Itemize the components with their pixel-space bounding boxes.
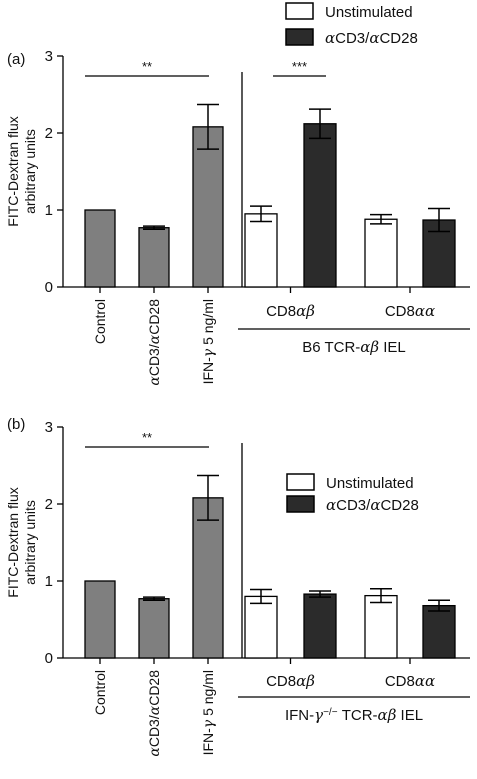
x-tick-label: CD8αβ (266, 302, 315, 320)
x-tick-label: CD8αα (385, 672, 435, 690)
legend-swatch (285, 2, 314, 20)
y-tick-label: 3 (45, 419, 53, 436)
y-tick-label: 0 (45, 650, 53, 667)
legend-swatch (286, 473, 315, 491)
y-tick-label: 3 (45, 48, 53, 65)
y-tick-label: 0 (45, 279, 53, 296)
bar (364, 218, 398, 288)
y-tick-label: 2 (45, 496, 53, 513)
y-tick-label: 2 (45, 125, 53, 142)
group-label: IFN-γ−/− TCR-αβ IEL (285, 706, 423, 724)
bar (303, 593, 337, 659)
bar (84, 580, 116, 659)
y-axis-label: FITC-Dextran flux (5, 487, 21, 597)
significance-label: *** (292, 59, 307, 74)
y-axis-label: arbitrary units (22, 129, 38, 214)
x-tick-label: αCD3/αCD28 (146, 670, 163, 757)
legend-label: αCD3/αCD28 (326, 496, 419, 514)
chart-panel-b: (b) FITC-Dextran flux arbitrary units 0 1 2 3 C… (5, 416, 470, 757)
bar (244, 213, 278, 288)
legend-label: Unstimulated (325, 4, 413, 21)
x-tick-label: αCD3/αCD28 (146, 299, 163, 386)
bar (364, 594, 398, 659)
y-axis-label: arbitrary units (22, 500, 38, 585)
bar (244, 595, 278, 659)
bar (303, 123, 337, 288)
legend-swatch (285, 28, 314, 46)
y-tick-label: 1 (45, 202, 53, 219)
panel-label: (b) (7, 416, 25, 433)
bar (138, 598, 170, 659)
x-tick-label: CD8αβ (266, 672, 315, 690)
y-tick-label: 1 (45, 573, 53, 590)
bar (84, 209, 116, 288)
y-axis-label: FITC-Dextran flux (5, 116, 21, 226)
panel-label: (a) (7, 51, 25, 68)
group-label: B6 TCR-αβ IEL (302, 338, 406, 356)
bar (138, 227, 170, 288)
bar (192, 497, 224, 659)
significance-label: ** (142, 430, 152, 445)
significance-label: ** (142, 59, 152, 74)
legend-label: Unstimulated (326, 475, 414, 492)
legend-label: αCD3/αCD28 (325, 29, 418, 47)
x-tick-label: IFN-γ 5 ng/ml (200, 670, 217, 755)
chart-panel-a: (a) FITC-Dextran flux arbitrary units 0 1 2 3 C… (5, 2, 470, 386)
bar (192, 126, 224, 288)
x-tick-label: Control (92, 299, 108, 344)
x-tick-label: CD8αα (385, 302, 435, 320)
x-tick-label: Control (92, 670, 108, 715)
bar (422, 604, 456, 659)
x-tick-label: IFN-γ 5 ng/ml (200, 299, 217, 384)
legend-swatch (286, 495, 315, 513)
